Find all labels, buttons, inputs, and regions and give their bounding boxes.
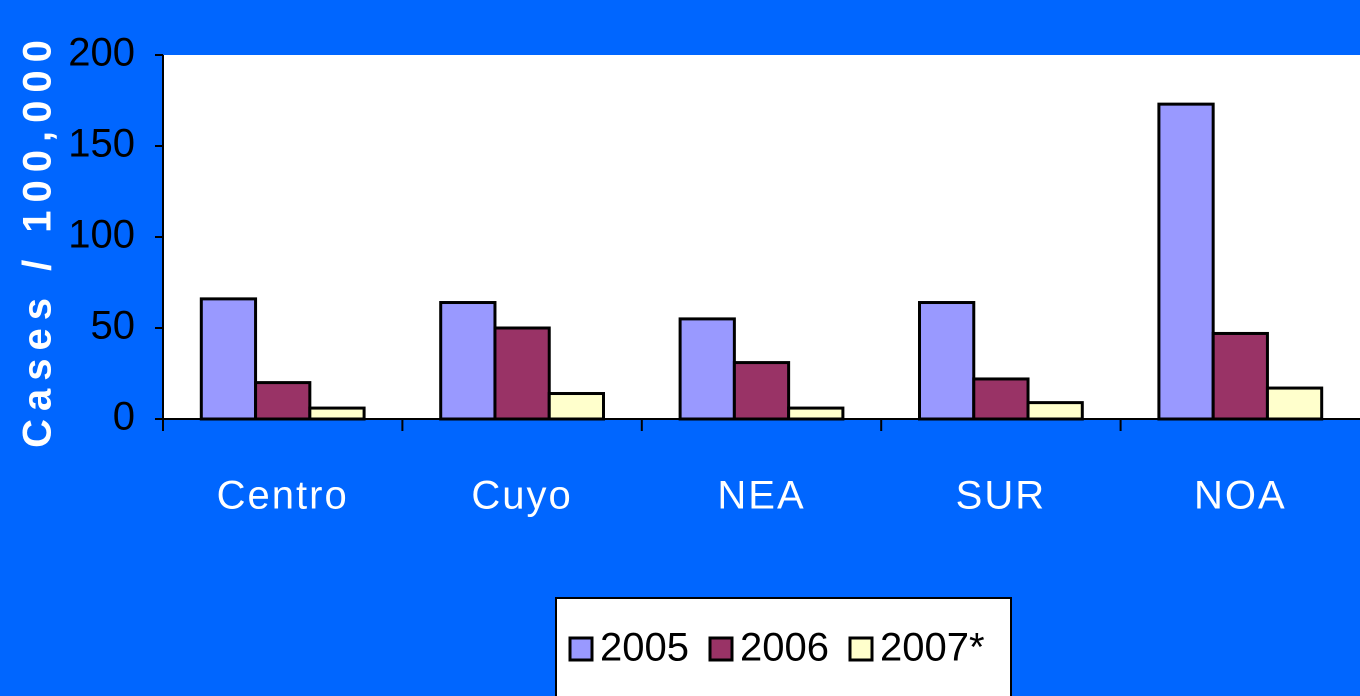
legend-swatch xyxy=(568,636,594,662)
bar xyxy=(918,301,976,421)
bar xyxy=(732,361,791,421)
bar xyxy=(308,406,366,421)
bar xyxy=(547,392,605,421)
x-tick-label: SUR xyxy=(956,474,1046,518)
y-tick-label: 100 xyxy=(68,213,135,257)
legend-swatch xyxy=(708,636,734,662)
bar xyxy=(254,381,312,421)
bar xyxy=(1265,386,1324,421)
legend-swatch xyxy=(848,636,874,662)
legend-box xyxy=(555,597,1012,696)
legend-label: 2006 xyxy=(740,626,829,670)
x-tick-label: NOA xyxy=(1194,474,1287,518)
y-tick-label: 200 xyxy=(68,31,135,75)
y-axis-title: Cases / 100,000 xyxy=(16,32,60,448)
y-tick-label: 50 xyxy=(91,304,136,348)
bar xyxy=(1026,401,1084,421)
bar xyxy=(678,317,736,421)
y-tick-label: 0 xyxy=(113,395,135,439)
bar xyxy=(1157,102,1215,421)
bar xyxy=(199,297,258,421)
bar xyxy=(972,377,1030,421)
bar xyxy=(1211,331,1269,421)
x-tick-label: NEA xyxy=(717,474,805,518)
x-tick-label: Centro xyxy=(217,474,349,518)
y-tick-label: 150 xyxy=(68,122,135,166)
legend-label: 2005 xyxy=(600,626,689,670)
bar xyxy=(787,406,845,421)
x-tick-label: Cuyo xyxy=(471,474,572,518)
legend-label: 2007* xyxy=(880,626,985,670)
bar xyxy=(439,301,497,421)
bar xyxy=(493,326,551,421)
